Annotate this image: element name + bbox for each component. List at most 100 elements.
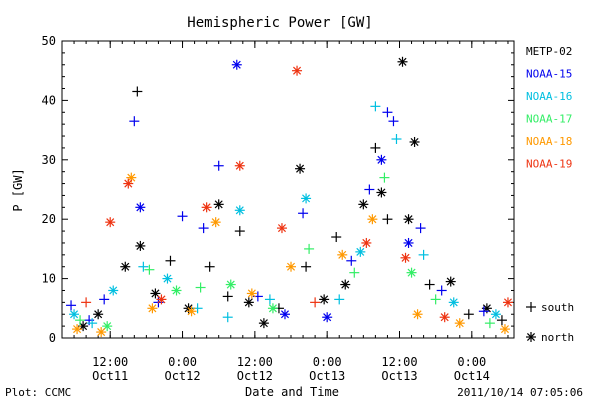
- series-noaa-18: [72, 172, 510, 338]
- data-point-south: [382, 214, 393, 225]
- data-point-south: [81, 297, 92, 308]
- data-point-south: [334, 294, 345, 305]
- data-point-north: [135, 202, 146, 213]
- data-point-south: [436, 285, 447, 296]
- data-point-north: [69, 309, 80, 320]
- data-point-south: [264, 294, 275, 305]
- data-point-south: [484, 318, 495, 329]
- legend-entry-noaa-17: NOAA-17: [526, 113, 572, 126]
- marker-legend: south north: [526, 301, 574, 344]
- data-point-north: [186, 306, 197, 317]
- data-points: [66, 56, 513, 338]
- data-point-south: [304, 243, 315, 254]
- data-point-north: [361, 237, 372, 248]
- x-axis: 12:00Oct110:00Oct1212:00Oct120:00Oct1312…: [61, 41, 509, 383]
- y-tick-label: 50: [42, 34, 56, 48]
- x-tick-date: Oct11: [92, 369, 128, 383]
- data-point-north: [234, 205, 245, 216]
- data-point-north: [96, 327, 107, 338]
- data-point-south: [298, 208, 309, 219]
- data-point-south: [391, 134, 402, 145]
- chart-title: Hemispheric Power [GW]: [187, 15, 372, 31]
- data-point-south: [415, 223, 426, 234]
- x-tick-date: Oct14: [454, 369, 490, 383]
- data-point-north: [171, 285, 182, 296]
- series-noaa-19: [81, 65, 513, 323]
- data-point-south: [213, 160, 224, 171]
- data-point-north: [322, 312, 333, 323]
- data-point-north: [367, 214, 378, 225]
- y-tick-label: 40: [42, 93, 56, 107]
- footer-credit: Plot: CCMC: [5, 386, 71, 399]
- data-point-south: [496, 315, 507, 326]
- data-point-north: [445, 276, 456, 287]
- x-axis-label: Date and Time: [245, 385, 339, 399]
- data-point-south: [177, 211, 188, 222]
- series-metp-02: [78, 56, 507, 332]
- data-point-south: [132, 86, 143, 97]
- data-point-south: [430, 294, 441, 305]
- y-axis: 0 10 20 30 40 50: [42, 34, 514, 345]
- data-point-north: [120, 261, 131, 272]
- data-point-north: [337, 249, 348, 260]
- data-point-south: [75, 315, 86, 326]
- data-point-south: [418, 249, 429, 260]
- data-point-north: [490, 309, 501, 320]
- y-axis-label: P [GW]: [11, 168, 25, 211]
- data-point-north: [225, 279, 236, 290]
- marker-legend-south-icon: [526, 302, 536, 312]
- data-point-north: [279, 309, 290, 320]
- data-point-south: [195, 282, 206, 293]
- data-point-north: [448, 297, 459, 308]
- data-point-north: [301, 193, 312, 204]
- data-point-north: [376, 154, 387, 165]
- data-point-south: [204, 261, 215, 272]
- x-tick-time: 12:00: [381, 355, 417, 369]
- data-point-north: [295, 163, 306, 174]
- series-noaa-17: [75, 172, 495, 332]
- data-point-north: [213, 199, 224, 210]
- data-point-north: [210, 217, 221, 228]
- y-tick-label: 10: [42, 272, 56, 286]
- data-point-south: [370, 101, 381, 112]
- data-point-north: [400, 252, 411, 263]
- data-point-north: [162, 273, 173, 284]
- data-point-south: [463, 309, 474, 320]
- data-point-north: [126, 172, 137, 183]
- legend: METP-02 NOAA-15 NOAA-16 NOAA-17 NOAA-18 NOAA-…: [526, 45, 572, 171]
- data-point-north: [286, 261, 297, 272]
- data-point-north: [147, 303, 158, 314]
- data-point-north: [355, 246, 366, 257]
- data-point-south: [424, 279, 435, 290]
- data-point-south: [379, 172, 390, 183]
- data-point-north: [72, 324, 83, 335]
- data-point-south: [198, 223, 209, 234]
- data-point-south: [301, 261, 312, 272]
- y-tick-label: 0: [49, 331, 56, 345]
- x-tick-date: Oct13: [381, 369, 417, 383]
- legend-entry-metp-02: METP-02: [526, 45, 572, 58]
- x-tick-time: 0:00: [168, 355, 197, 369]
- marker-legend-south: south: [541, 301, 574, 314]
- data-point-north: [276, 223, 287, 234]
- data-point-south: [138, 261, 149, 272]
- data-point-south: [388, 116, 399, 127]
- data-point-north: [403, 214, 414, 225]
- data-point-north: [201, 202, 212, 213]
- data-point-north: [358, 199, 369, 210]
- series-noaa-16: [69, 101, 501, 329]
- data-point-south: [370, 142, 381, 153]
- data-point-north: [397, 56, 408, 67]
- x-tick-date: Oct13: [309, 369, 345, 383]
- data-point-north: [502, 297, 513, 308]
- data-point-north: [409, 136, 420, 147]
- y-tick-label: 20: [42, 212, 56, 226]
- data-point-south: [382, 107, 393, 118]
- x-tick-date: Oct12: [237, 369, 273, 383]
- data-point-north: [340, 279, 351, 290]
- data-point-north: [93, 309, 104, 320]
- data-point-south: [234, 226, 245, 237]
- data-point-north: [406, 267, 417, 278]
- legend-entry-noaa-15: NOAA-15: [526, 68, 572, 81]
- data-point-north: [135, 240, 146, 251]
